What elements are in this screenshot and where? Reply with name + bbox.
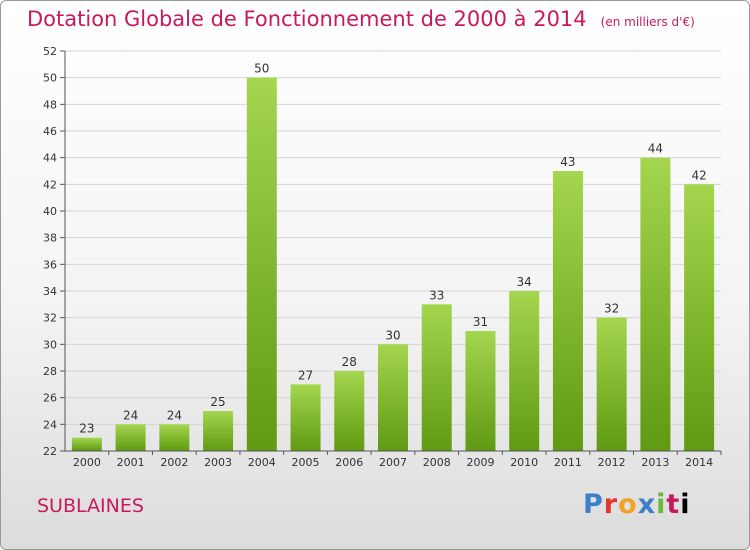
data-label: 31 (473, 315, 488, 329)
x-tick-label: 2014 (685, 456, 713, 469)
y-tick-label: 28 (43, 365, 57, 378)
x-tick-label: 2012 (598, 456, 626, 469)
bar (203, 411, 234, 451)
x-tick-label: 2000 (73, 456, 101, 469)
data-label: 28 (342, 355, 357, 369)
bar (509, 291, 540, 451)
y-tick-label: 42 (43, 178, 57, 191)
x-tick-label: 2009 (466, 456, 494, 469)
bar (596, 317, 627, 451)
data-label: 44 (648, 142, 663, 156)
data-label: 43 (560, 155, 575, 169)
y-tick-label: 36 (43, 258, 57, 271)
logo-letter: i (680, 489, 691, 520)
data-label: 27 (298, 368, 313, 382)
x-tick-label: 2008 (423, 456, 451, 469)
logo-letter: P (583, 489, 604, 520)
data-label: 25 (210, 395, 225, 409)
x-tick-label: 2010 (510, 456, 538, 469)
x-tick-label: 2013 (641, 456, 669, 469)
data-label: 33 (429, 288, 444, 302)
bar (334, 371, 365, 451)
y-tick-label: 24 (43, 418, 57, 431)
y-tick-label: 34 (43, 285, 57, 298)
data-label: 24 (167, 408, 182, 422)
bar (684, 184, 715, 452)
y-tick-label: 44 (43, 152, 57, 165)
logo-letter: o (618, 489, 638, 520)
data-label: 42 (691, 168, 706, 182)
bar (640, 157, 671, 451)
logo-letter: t (666, 489, 681, 520)
commune-name: SUBLAINES (37, 495, 144, 517)
x-tick-label: 2011 (554, 456, 582, 469)
x-tick-label: 2003 (204, 456, 232, 469)
y-tick-label: 48 (43, 98, 57, 111)
x-axis: 2000 2001 2002 2003 2004 2005 2006 2007 2008 2009… (65, 450, 722, 469)
bar (246, 77, 277, 452)
x-tick-label: 2005 (292, 456, 320, 469)
bar (71, 437, 102, 451)
bar (115, 424, 146, 451)
bar (378, 344, 408, 451)
chart-title: Dotation Globale de Fonctionnement de 20… (27, 7, 695, 31)
bars: 23 24 24 25 50 27 28 30 33 31 34 43 32 44 42 (71, 62, 715, 452)
y-tick-label: 30 (43, 338, 57, 351)
data-label: 34 (517, 275, 532, 289)
data-label: 24 (123, 408, 138, 422)
title-unit: (en milliers d'€) (600, 15, 695, 29)
bar (465, 331, 496, 451)
bar (421, 304, 452, 451)
y-tick-label: 38 (43, 232, 57, 245)
bar (159, 424, 190, 451)
data-label: 30 (385, 328, 400, 342)
x-tick-label: 2006 (335, 456, 363, 469)
y-tick-label: 52 (43, 45, 57, 58)
x-tick-label: 2004 (248, 456, 276, 469)
title-text: Dotation Globale de Fonctionnement de 20… (27, 7, 587, 31)
logo-letter: x (637, 489, 657, 520)
data-label: 32 (604, 302, 619, 316)
x-tick-label: 2002 (160, 456, 188, 469)
x-tick-label: 2007 (379, 456, 407, 469)
bar (552, 171, 583, 451)
data-label: 23 (79, 422, 94, 436)
y-tick-label: 50 (43, 72, 57, 85)
data-label: 50 (254, 62, 269, 76)
y-tick-label: 40 (43, 205, 57, 218)
y-axis: 22 24 26 28 30 32 34 36 38 40 42 44 46 48 50 52 (43, 45, 66, 458)
y-tick-label: 46 (43, 125, 57, 138)
bar (290, 384, 321, 451)
y-tick-label: 22 (43, 445, 57, 458)
y-tick-label: 32 (43, 312, 57, 325)
x-tick-label: 2001 (117, 456, 145, 469)
y-tick-label: 26 (43, 392, 57, 405)
logo-letter: i (656, 489, 667, 520)
logo-letter: r (603, 489, 619, 520)
proxiti-logo: Proxiti (583, 489, 691, 520)
